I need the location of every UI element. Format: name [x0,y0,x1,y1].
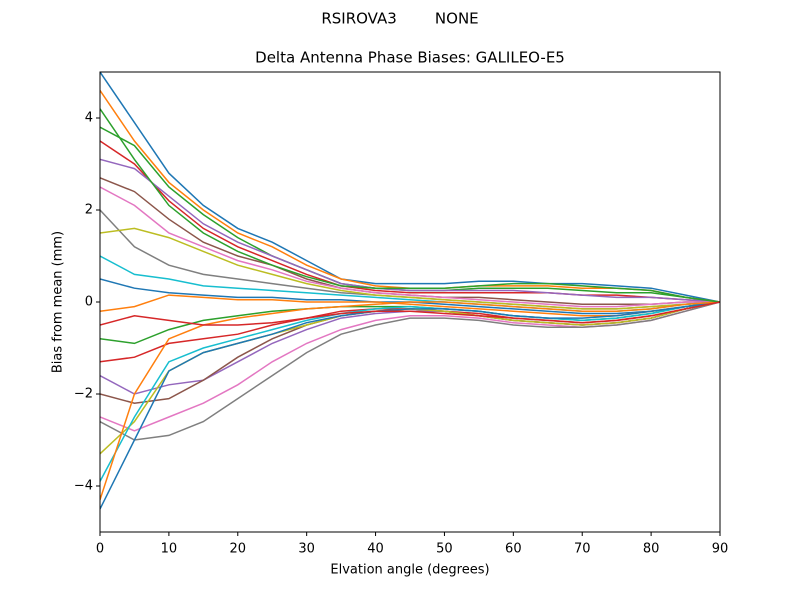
series-line [100,301,720,501]
series-line [100,158,720,303]
x-tick-label: 40 [367,542,384,557]
series-line [100,140,720,303]
x-tick-label: 80 [643,542,660,557]
series-line [100,301,720,326]
x-tick-label: 70 [574,542,591,557]
series-line [100,177,720,306]
y-tick-label: 4 [85,111,93,126]
series-line [100,186,720,308]
x-tick-label: 90 [712,542,729,557]
y-axis-label: Bias from mean (mm) [51,231,66,373]
plot-area [100,72,720,510]
y-tick-label: 2 [85,203,93,218]
x-tick-label: 10 [161,542,178,557]
series-line [100,301,720,482]
x-tick-label: 50 [436,542,453,557]
y-tick-label: −4 [74,479,93,494]
x-tick-label: 0 [96,542,104,557]
series-line [100,301,720,510]
x-tick-label: 60 [505,542,522,557]
y-tick-label: 0 [85,295,93,310]
series-line [100,227,720,310]
series-line [100,301,720,455]
chart-title: Delta Antenna Phase Biases: GALILEO-E5 [255,49,565,67]
series-line [100,108,720,303]
x-tick-label: 20 [230,542,247,557]
series-line [100,72,720,303]
x-axis-label: Elvation angle (degrees) [330,563,489,578]
suptitle: RSIROVA3 NONE [321,10,478,28]
series-line [100,301,720,441]
y-tick-label: −2 [74,387,93,402]
x-tick-label: 30 [298,542,315,557]
